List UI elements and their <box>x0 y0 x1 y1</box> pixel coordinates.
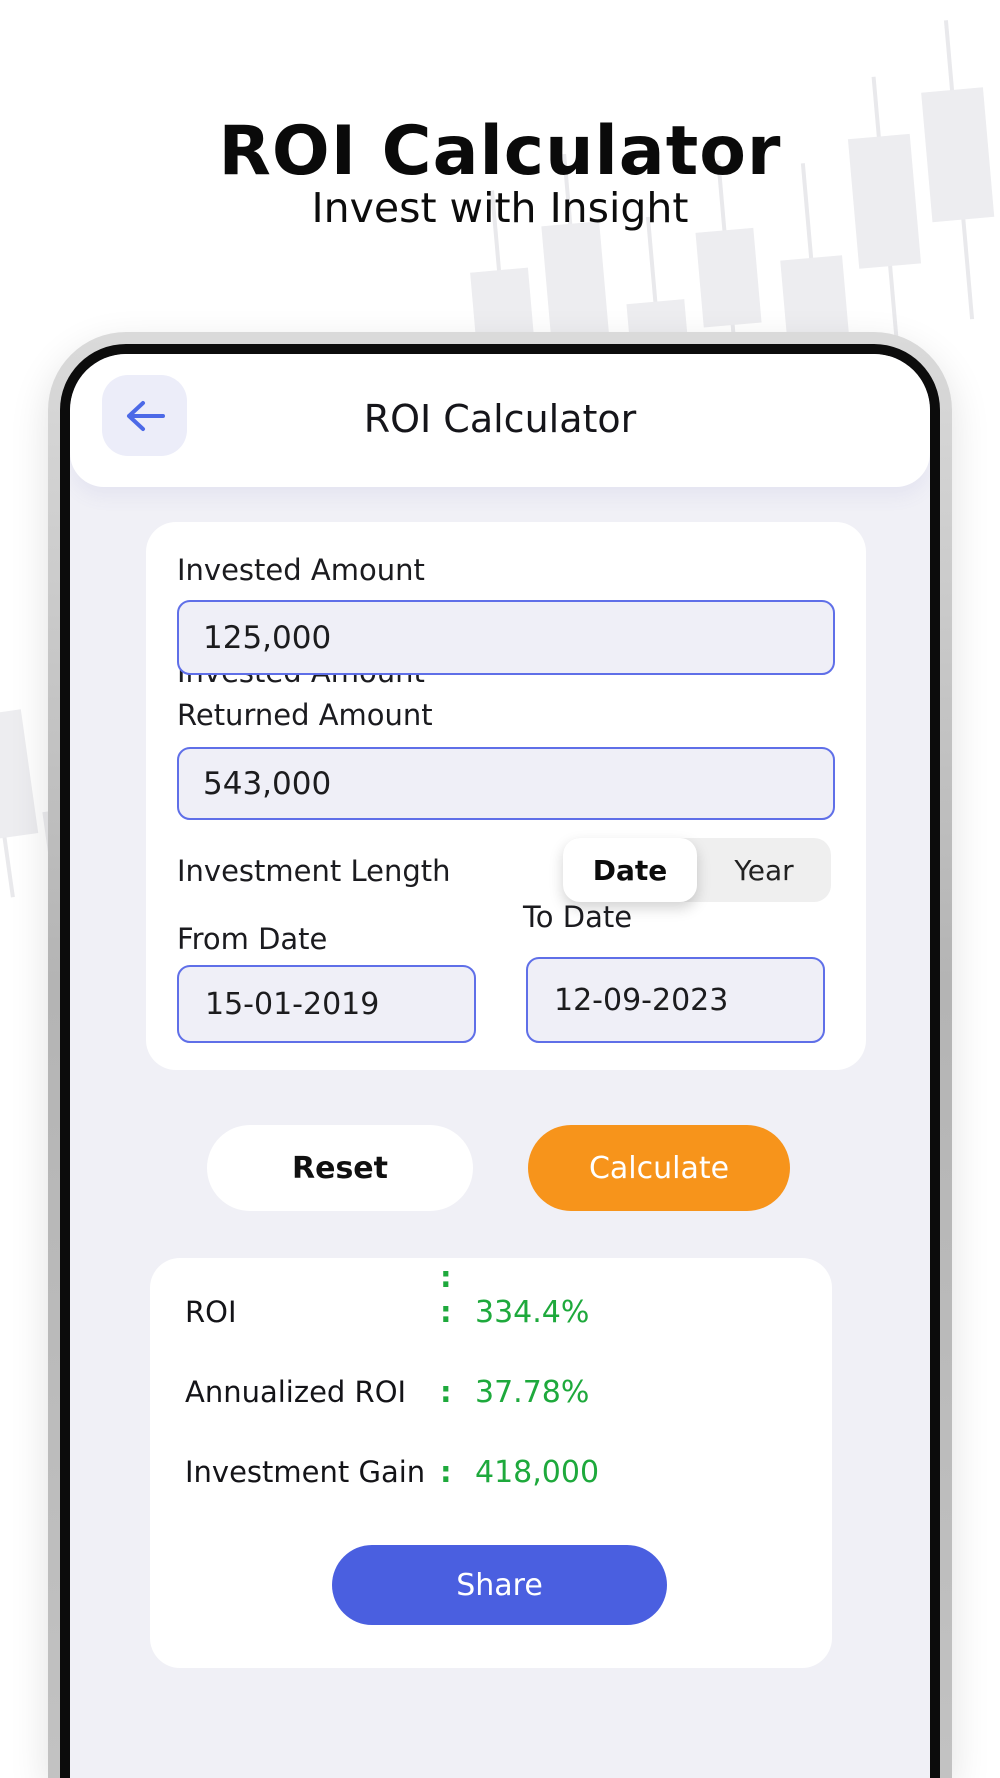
invested-amount-label: Invested Amount <box>177 553 425 587</box>
result-label: Annualized ROI <box>185 1375 407 1409</box>
calculate-button[interactable]: Calculate <box>528 1125 790 1211</box>
investment-length-label: Investment Length <box>177 854 451 888</box>
arrow-left-icon <box>123 399 167 433</box>
result-colon: : <box>440 1295 452 1329</box>
phone-screen: ROI Calculator Invested Amount Invested … <box>70 354 930 1778</box>
from-date-input[interactable] <box>177 965 476 1043</box>
phone-bezel: ROI Calculator Invested Amount Invested … <box>60 344 940 1778</box>
result-colon: : <box>440 1260 452 1294</box>
app-header: ROI Calculator <box>70 354 930 487</box>
result-row-investment-gain: Investment Gain : 418,000 <box>150 1455 832 1493</box>
invested-amount-input[interactable] <box>177 600 835 675</box>
to-date-label: To Date <box>523 900 633 934</box>
result-label: Investment Gain <box>185 1455 426 1489</box>
returned-amount-input[interactable] <box>177 747 835 820</box>
from-date-label: From Date <box>177 922 328 956</box>
phone-frame: ROI Calculator Invested Amount Invested … <box>48 332 952 1778</box>
share-button[interactable]: Share <box>332 1545 667 1625</box>
back-button[interactable] <box>102 375 187 456</box>
result-row-annualized-roi: Annualized ROI : 37.78% <box>150 1375 832 1413</box>
result-row-empty: : <box>150 1260 832 1298</box>
reset-button[interactable]: Reset <box>207 1125 473 1211</box>
result-row-roi: ROI : 334.4% <box>150 1295 832 1333</box>
returned-amount-label: Returned Amount <box>177 698 433 732</box>
app-header-title: ROI Calculator <box>363 397 637 441</box>
result-value: 37.78% <box>475 1375 590 1410</box>
result-label: ROI <box>185 1295 237 1329</box>
page-subtitle: Invest with Insight <box>311 184 689 232</box>
page-title: ROI Calculator <box>218 111 782 191</box>
results-card: : ROI : 334.4% Annualized ROI : 37.78% I… <box>150 1258 832 1668</box>
result-colon: : <box>440 1375 452 1409</box>
toggle-option-year[interactable]: Year <box>734 853 794 887</box>
calculator-form-card: Invested Amount Invested Amount Returned… <box>146 522 866 1070</box>
result-value: 418,000 <box>475 1455 600 1490</box>
result-value: 334.4% <box>475 1295 590 1330</box>
toggle-option-date[interactable]: Date <box>563 838 697 902</box>
result-colon: : <box>440 1455 452 1489</box>
date-year-toggle: Date Year <box>563 838 831 902</box>
to-date-input[interactable] <box>526 957 825 1043</box>
